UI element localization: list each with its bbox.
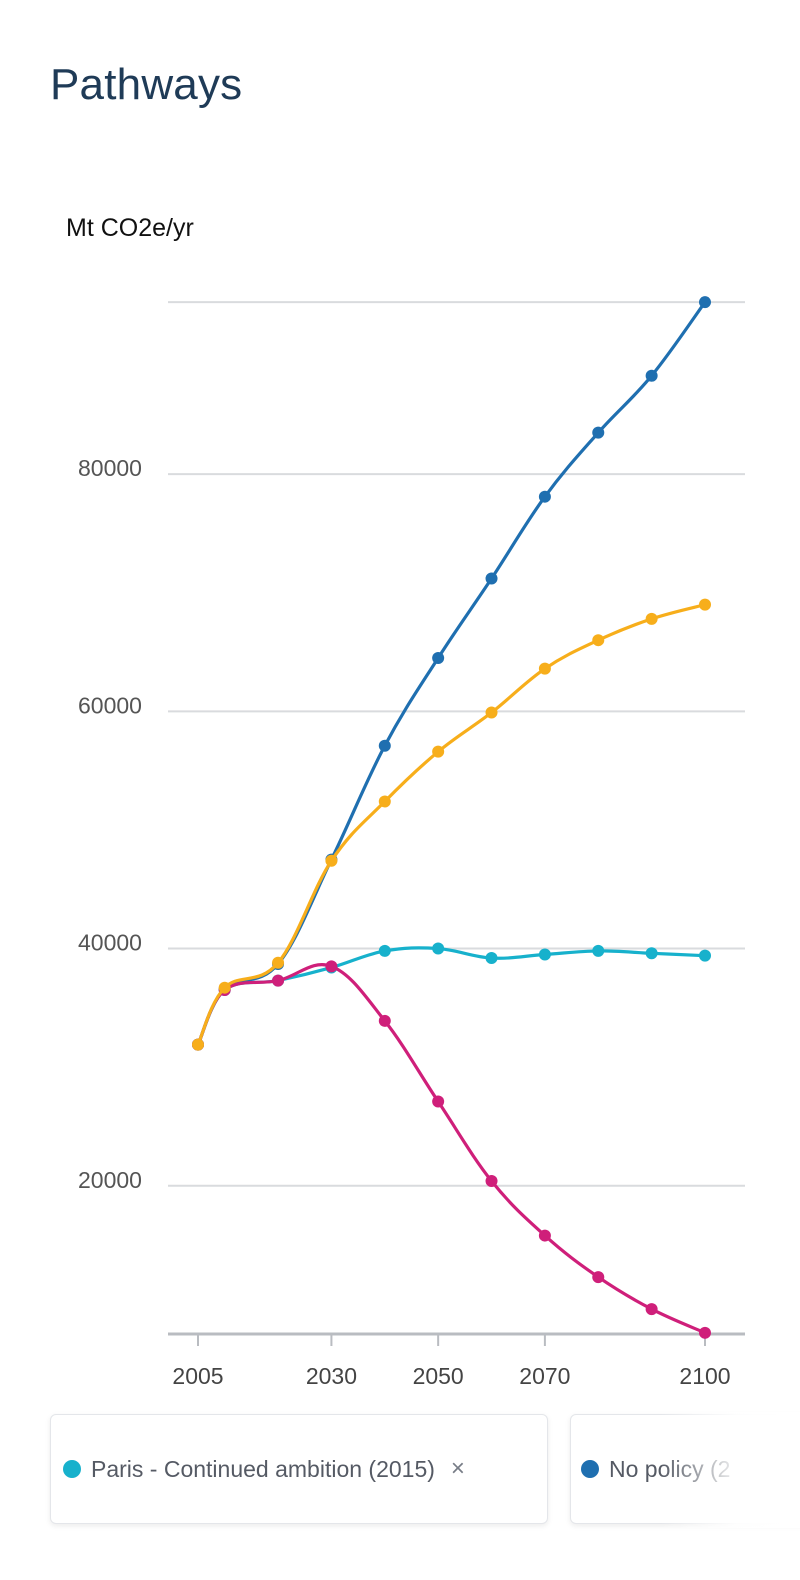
series-line (196, 603, 707, 1047)
data-point (432, 651, 445, 664)
data-point (378, 1014, 391, 1027)
data-point (432, 942, 445, 955)
page-title: Pathways (50, 60, 243, 109)
legend-color-dot (63, 1460, 81, 1478)
series-orange (192, 598, 711, 1051)
data-point (592, 1271, 605, 1284)
data-point (645, 947, 658, 960)
x-tick-label: 2070 (519, 1363, 570, 1389)
data-point (485, 572, 498, 585)
data-point (538, 490, 551, 503)
legend-color-dot (581, 1460, 599, 1478)
series-layer (192, 296, 711, 1339)
x-tick-label: 2050 (413, 1363, 464, 1389)
axis-layer (168, 1332, 745, 1346)
data-point (645, 369, 658, 382)
data-point (645, 1303, 658, 1316)
data-point (272, 956, 285, 969)
grid-layer (168, 301, 745, 1187)
data-point (378, 944, 391, 957)
close-icon[interactable]: × (450, 1455, 465, 1482)
data-point (485, 1175, 498, 1188)
y-axis-label: Mt CO2e/yr (66, 214, 194, 242)
data-point (592, 426, 605, 439)
series-line (196, 963, 707, 1335)
data-point (272, 974, 285, 987)
legend-item-no-policy[interactable]: No policy (2 (570, 1414, 800, 1524)
series-no-policy (192, 296, 711, 1051)
emissions-line-chart: 20000 40000 60000 80000 2005 2030 2050 2070 2100 (78, 296, 745, 1389)
legend-label: No policy (2 (609, 1455, 731, 1482)
data-point (538, 662, 551, 675)
data-point (699, 598, 711, 611)
data-point (378, 795, 391, 808)
x-tick-label: 2030 (306, 1363, 357, 1389)
series-pink (192, 960, 711, 1339)
data-point (218, 981, 231, 994)
data-point (592, 634, 605, 647)
data-point (699, 949, 711, 962)
data-point (325, 960, 338, 973)
label-layer: 20000 40000 60000 80000 2005 2030 2050 2070 2100 (78, 455, 731, 1389)
data-point (192, 1038, 204, 1051)
data-point (592, 944, 605, 957)
data-point (699, 296, 711, 309)
y-tick-label: 20000 (78, 1167, 142, 1193)
data-point (645, 612, 658, 625)
data-point (325, 854, 338, 867)
data-point (485, 952, 498, 965)
y-tick-label: 80000 (78, 455, 142, 481)
legend-label: Paris - Continued ambition (2015) (91, 1455, 435, 1482)
series-line (196, 300, 707, 1047)
data-point (378, 739, 391, 752)
data-point (432, 1095, 445, 1108)
x-tick-label: 2100 (679, 1363, 730, 1389)
x-tick-label: 2005 (172, 1363, 223, 1389)
y-tick-label: 40000 (78, 930, 142, 956)
data-point (432, 745, 445, 758)
data-point (699, 1326, 711, 1339)
series-paris-continued-ambition (192, 942, 711, 1051)
y-tick-label: 60000 (78, 692, 142, 718)
data-point (485, 706, 498, 719)
legend-item-paris-continued-ambition[interactable]: Paris - Continued ambition (2015) × (50, 1414, 548, 1524)
data-point (538, 1229, 551, 1242)
data-point (538, 948, 551, 961)
